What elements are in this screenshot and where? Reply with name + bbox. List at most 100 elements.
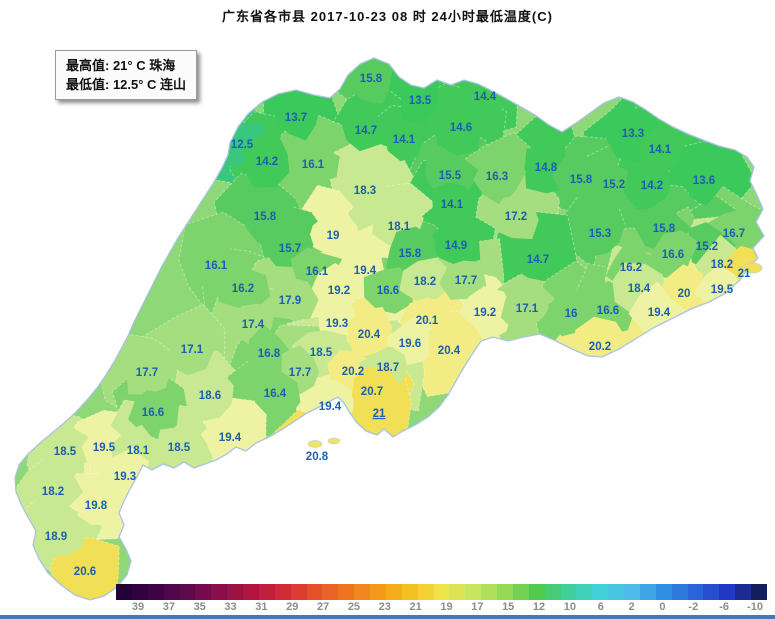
temperature-colorbar: 39 37 35 33 31 29 27 25 23 21 19 17 15 12 10 6 2 0 -2 -6 -10	[116, 584, 767, 616]
temp-label: 17.7	[455, 275, 477, 287]
colorbar-tick: 29	[286, 601, 299, 613]
colorbar-segment	[179, 584, 196, 600]
colorbar-segment	[719, 584, 736, 600]
county-region	[551, 154, 602, 202]
temp-label: 14.7	[527, 254, 549, 266]
temp-label: 18.2	[42, 486, 64, 498]
province-outline	[14, 57, 765, 601]
temp-label: 19.8	[85, 500, 108, 512]
temp-label: 19.4	[648, 307, 671, 319]
colorbar-tick: 21	[409, 601, 422, 613]
colorbar-segment	[401, 584, 418, 600]
colorbar-tick: 6	[597, 601, 604, 613]
temp-label: 17.2	[505, 211, 527, 223]
county-region	[578, 207, 626, 257]
temp-label: 18.5	[310, 347, 333, 359]
temp-label: 19.5	[711, 284, 734, 296]
temp-label: 16.2	[232, 283, 254, 295]
county-region	[307, 211, 360, 256]
temp-label: 18.1	[388, 221, 411, 233]
colorbar-segment	[497, 584, 513, 600]
temp-label: 15.7	[279, 243, 301, 255]
temp-label: 17.1	[516, 303, 539, 315]
temp-label: 20.2	[589, 341, 611, 353]
temp-label: 19.4	[354, 265, 377, 277]
temp-label: 18.6	[199, 390, 221, 402]
colorbar-tick: -10	[747, 601, 763, 613]
county-region	[400, 73, 439, 125]
colorbar-tick: 33	[224, 601, 237, 613]
temp-label: 19.3	[114, 471, 136, 483]
county-region	[341, 108, 395, 152]
county-region	[350, 384, 401, 440]
county-region	[459, 286, 514, 342]
colorbar-segment	[449, 584, 466, 600]
temp-label: 15.2	[696, 241, 718, 253]
temp-label: 17.4	[242, 319, 265, 331]
colorbar-segment	[274, 584, 291, 600]
temp-label: 16.6	[142, 407, 164, 419]
county-region	[182, 370, 234, 422]
county-region	[200, 416, 257, 467]
county-region	[347, 307, 392, 359]
county-region	[427, 223, 481, 268]
temp-label: 20	[678, 288, 691, 300]
temp-label: 15.3	[589, 228, 611, 240]
county-region	[249, 370, 301, 420]
temperature-labels: 15.8 13.5 14.4 13.7 14.7 14.1 14.6 12.5 13.3 14.1…	[42, 73, 751, 578]
colorbar-tick: 0	[659, 601, 666, 613]
temp-label: 18.2	[711, 259, 733, 271]
temp-label: 15.2	[603, 179, 625, 191]
temp-label: 16.7	[723, 228, 745, 240]
temp-label: 18.5	[168, 442, 191, 454]
colorbar-segment	[608, 584, 624, 600]
temp-label: 13.6	[693, 175, 715, 187]
colorbar-segment	[338, 584, 355, 600]
temp-label: 20.8	[306, 451, 329, 463]
temp-label: 15.8	[399, 248, 422, 260]
county-region	[169, 323, 214, 376]
temp-label: 18.3	[354, 185, 376, 197]
temp-label: 16	[565, 308, 578, 320]
colorbar-segment	[354, 584, 370, 600]
temp-label: 20.4	[358, 329, 381, 341]
colorbar-tick: 12	[532, 601, 546, 613]
temp-label: 21	[373, 408, 386, 420]
temp-label: 18.9	[45, 531, 67, 543]
colorbar-segment	[687, 584, 704, 600]
temp-label: 14.2	[641, 180, 663, 192]
colorbar-segment	[751, 584, 767, 600]
colorbar-segment	[116, 584, 132, 600]
temp-label: 18.7	[377, 362, 399, 374]
temp-label: 14.7	[355, 125, 377, 137]
county-region	[28, 463, 84, 517]
county-region	[243, 135, 290, 188]
colorbar-segment	[592, 584, 609, 600]
temp-label: 20.4	[438, 345, 461, 357]
max-value-line: 最高值: 21° C 珠海	[66, 58, 176, 73]
temp-label: 15.8	[570, 174, 593, 186]
temp-label: 16.1	[205, 260, 228, 272]
county-region	[384, 118, 425, 162]
colorbar-segment	[624, 584, 640, 600]
temp-label: 16.8	[258, 348, 281, 360]
county-region	[493, 194, 539, 240]
temp-label: 20.7	[361, 386, 383, 398]
colorbar-segment	[290, 584, 307, 600]
county-region	[76, 477, 118, 526]
temp-label: 15.8	[653, 223, 676, 235]
temp-label: 16.1	[302, 159, 325, 171]
colorbar-segment	[735, 584, 751, 600]
colorbar-segment	[671, 584, 688, 600]
colorbar-segment	[528, 584, 545, 600]
temp-label: 16.1	[306, 266, 329, 278]
county-region	[685, 154, 729, 206]
temp-label: 12.5	[231, 139, 254, 151]
colorbar-segment	[560, 584, 577, 600]
county-region	[428, 329, 474, 377]
temp-label: 17.7	[136, 367, 158, 379]
temp-label: 20.6	[74, 566, 96, 578]
county-region	[338, 170, 391, 220]
